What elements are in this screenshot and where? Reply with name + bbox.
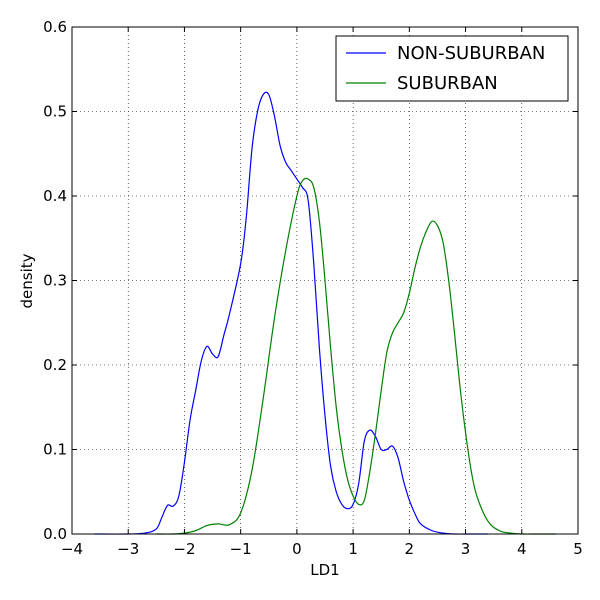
y-axis-label: density [18, 253, 36, 308]
x-tick-label: 0 [292, 540, 302, 558]
x-tick-label: 3 [461, 540, 471, 558]
legend: NON-SUBURBAN SUBURBAN [335, 35, 569, 102]
y-tick-label: 0.4 [43, 187, 67, 205]
series-line-suburban [156, 177, 556, 535]
y-tick-label: 0.1 [43, 441, 67, 459]
x-tick-label: 4 [517, 540, 527, 558]
legend-label-suburban: SUBURBAN [397, 73, 498, 94]
y-tick-label: 0.2 [43, 356, 67, 374]
x-axis-label: LD1 [310, 561, 339, 579]
tick-labels: −4 −3 −2 −1 0 1 2 3 4 5 0.0 0.1 0.2 0.3 0.4 0.5 0.6 [43, 18, 583, 558]
tick-marks [71, 26, 579, 535]
x-tick-label: −1 [230, 540, 252, 558]
x-tick-label: 5 [573, 540, 583, 558]
x-tick-label: −2 [173, 540, 195, 558]
x-tick-label: −3 [117, 540, 139, 558]
x-tick-label: 1 [348, 540, 358, 558]
legend-box [335, 35, 569, 102]
x-tick-label: 2 [405, 540, 415, 558]
legend-label-non-suburban: NON-SUBURBAN [397, 43, 545, 64]
series-line-non-suburban [94, 91, 489, 535]
x-tick-label: −4 [61, 540, 83, 558]
series-lines [94, 91, 556, 535]
y-tick-label: 0.6 [43, 18, 67, 36]
y-tick-label: 0.3 [43, 272, 67, 290]
grid-lines [72, 27, 578, 534]
y-tick-label: 0.0 [43, 525, 67, 543]
y-tick-label: 0.5 [43, 103, 67, 121]
